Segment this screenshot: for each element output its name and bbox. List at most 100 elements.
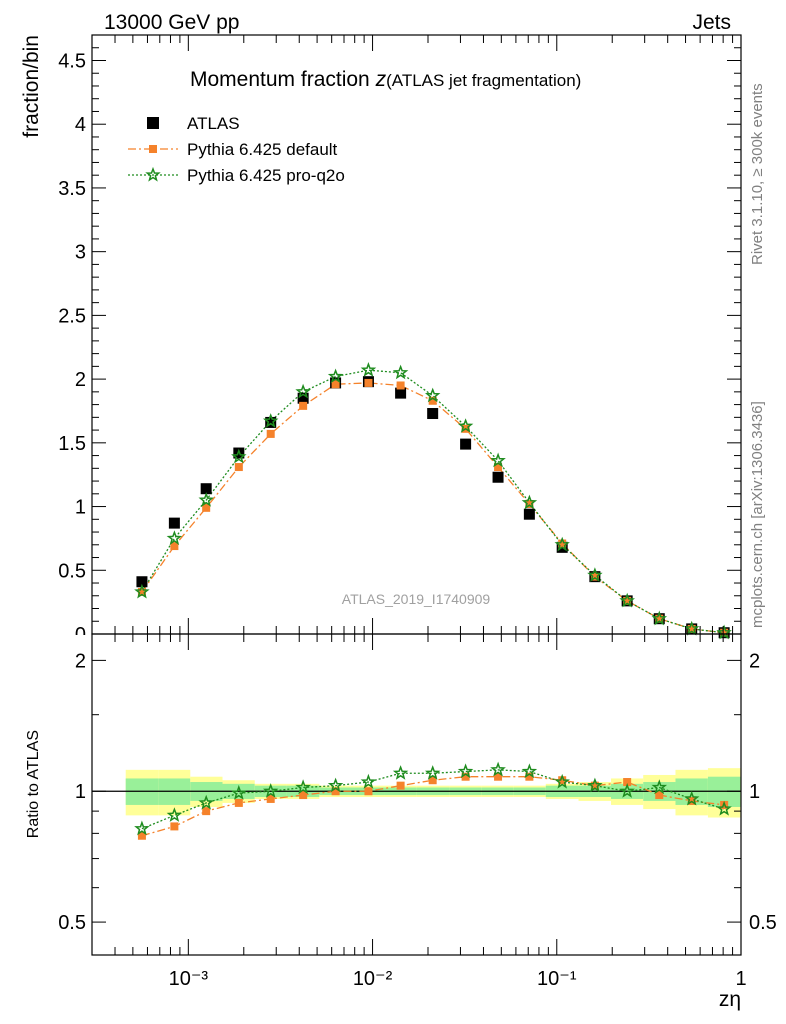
ratio-point-s0-10 [461,772,470,781]
xtick-label-2: 10⁻¹ [537,968,577,990]
ratio-point-s1-6 [327,777,344,793]
main-point-s2-3 [231,448,247,464]
main-point-s0-12 [523,508,535,520]
main-point-s2-10 [457,418,474,433]
main-point-s0-4 [265,416,277,428]
main-point-s2-13 [554,536,570,552]
legend: ATLAS Pythia 6.425 default Pythia 6.425 … [128,114,345,185]
main-point-s2-2 [198,492,214,507]
analysis-watermark: ATLAS_2019_I1740909 [342,591,491,607]
zero-label-mask [0,635,91,647]
ratio-point-s0-15 [623,778,632,787]
ratio-point-s1-5 [295,779,311,795]
ratio-point-s1-16 [651,779,668,795]
ratio-point-s1-11 [490,761,506,777]
ratio-point-s0-9 [428,776,437,785]
main-point-s2-1 [166,530,183,546]
ratio-plot-layer [92,761,741,840]
ratio-ytick-label-right-0: 0.5 [749,912,777,934]
ratio-point-s1-18 [716,800,732,816]
ratio-point-s0-13 [558,776,567,785]
main-point-s1-14 [590,572,599,581]
ratio-point-s0-7 [364,787,373,796]
chart-title: Momentum fraction z(ATLAS jet fragmentat… [190,68,581,91]
main-point-s2-4 [262,413,279,428]
ratio-point-s1-8 [392,765,409,780]
main-point-s2-5 [295,383,311,399]
main-point-s0-10 [460,438,472,450]
ratio-point-s0-8 [396,781,405,790]
ratio-point-s0-16 [655,791,664,800]
xtick-label-1: 10⁻² [353,968,393,990]
main-point-s1-7 [364,378,373,387]
main-ylabel: fraction/bin [20,35,43,138]
ratio-point-s1-10 [457,763,474,779]
main-point-s0-3 [233,447,245,459]
axes-layer: 0.511.522.533.544.500.50.5112210⁻³10⁻²10… [0,34,777,990]
legend-star-shape [145,166,161,182]
main-ytick-label-0: 0.5 [58,560,86,582]
main-point-s2-16 [651,610,668,626]
ratio-point-s0-4 [266,794,275,803]
main-point-s2-0 [134,583,150,599]
main-point-s1-4 [266,429,275,438]
xtick-label-3: 1 [735,968,746,990]
main-point-s1-18 [720,628,729,637]
ratio-ytick-label-1: 1 [75,781,86,803]
ratio-point-s1-14 [587,777,603,793]
ratio-point-s0-2 [202,807,211,816]
ratio-point-s1-2 [198,794,214,810]
ratio-ytick-label-right-2: 2 [749,650,760,672]
legend-marker-proq2o [145,166,161,182]
ratio-point-s0-1 [170,822,179,831]
ratio-point-s1-3 [231,784,247,800]
main-ytick-label-1: 1 [75,497,86,519]
main-point-s1-8 [396,381,405,390]
main-point-s0-1 [168,517,180,529]
main-ytick-label-4: 2.5 [58,305,86,327]
mcplots-label: mcplots.cern.ch [arXiv:1306.3436] [749,401,766,628]
ratio-ytick-label-0: 0.5 [58,912,86,934]
ratio-point-s0-12 [525,772,534,781]
ratio-point-s0-3 [234,798,243,807]
ratio-ytick-label-right-1: 1 [749,781,760,803]
ratio-point-s1-4 [262,783,279,798]
main-ytick-label-3: 2 [75,369,86,391]
ratio-ytick-label-2: 2 [75,650,86,672]
legend-label-atlas: ATLAS [187,114,240,133]
main-point-s1-17 [687,624,696,633]
main-point-s2-6 [327,368,344,384]
ratio-point-s0-6 [331,787,340,796]
ratio-point-s1-0 [134,820,150,836]
main-point-s2-18 [716,624,732,640]
main-point-s1-12 [525,500,534,509]
legend-marker-default [149,145,157,153]
main-ytick-label-7: 4 [75,114,86,136]
ratio-point-s1-9 [424,765,441,780]
rivet-label: Rivet 3.1.10, ≥ 300k events [749,83,766,265]
legend-marker-atlas [147,117,159,129]
ratio-point-s1-1 [166,807,183,822]
main-point-s1-13 [558,539,567,548]
main-point-s1-11 [494,463,503,472]
main-ytick-label-5: 3 [75,242,86,264]
chart-title-var: z [375,68,387,91]
main-point-s1-9 [428,396,437,405]
legend-label-default: Pythia 6.425 default [187,140,338,159]
main-point-s2-14 [587,567,603,582]
ratio-point-s0-0 [137,831,146,840]
main-point-s0-8 [395,387,407,399]
ratio-point-s0-14 [590,781,599,790]
main-point-s2-7 [360,362,377,377]
main-ytick-label-6: 3.5 [58,178,86,200]
main-point-s0-2 [200,483,212,495]
main-point-s2-8 [392,364,409,380]
main-point-s2-17 [683,620,700,636]
ratio-point-s1-12 [521,763,538,779]
header-right: Jets [692,11,731,34]
legend-label-proq2o: Pythia 6.425 pro-q2o [187,166,345,185]
main-point-s1-15 [623,596,632,605]
ratio-point-s1-7 [360,773,377,789]
main-point-s1-6 [331,380,340,389]
